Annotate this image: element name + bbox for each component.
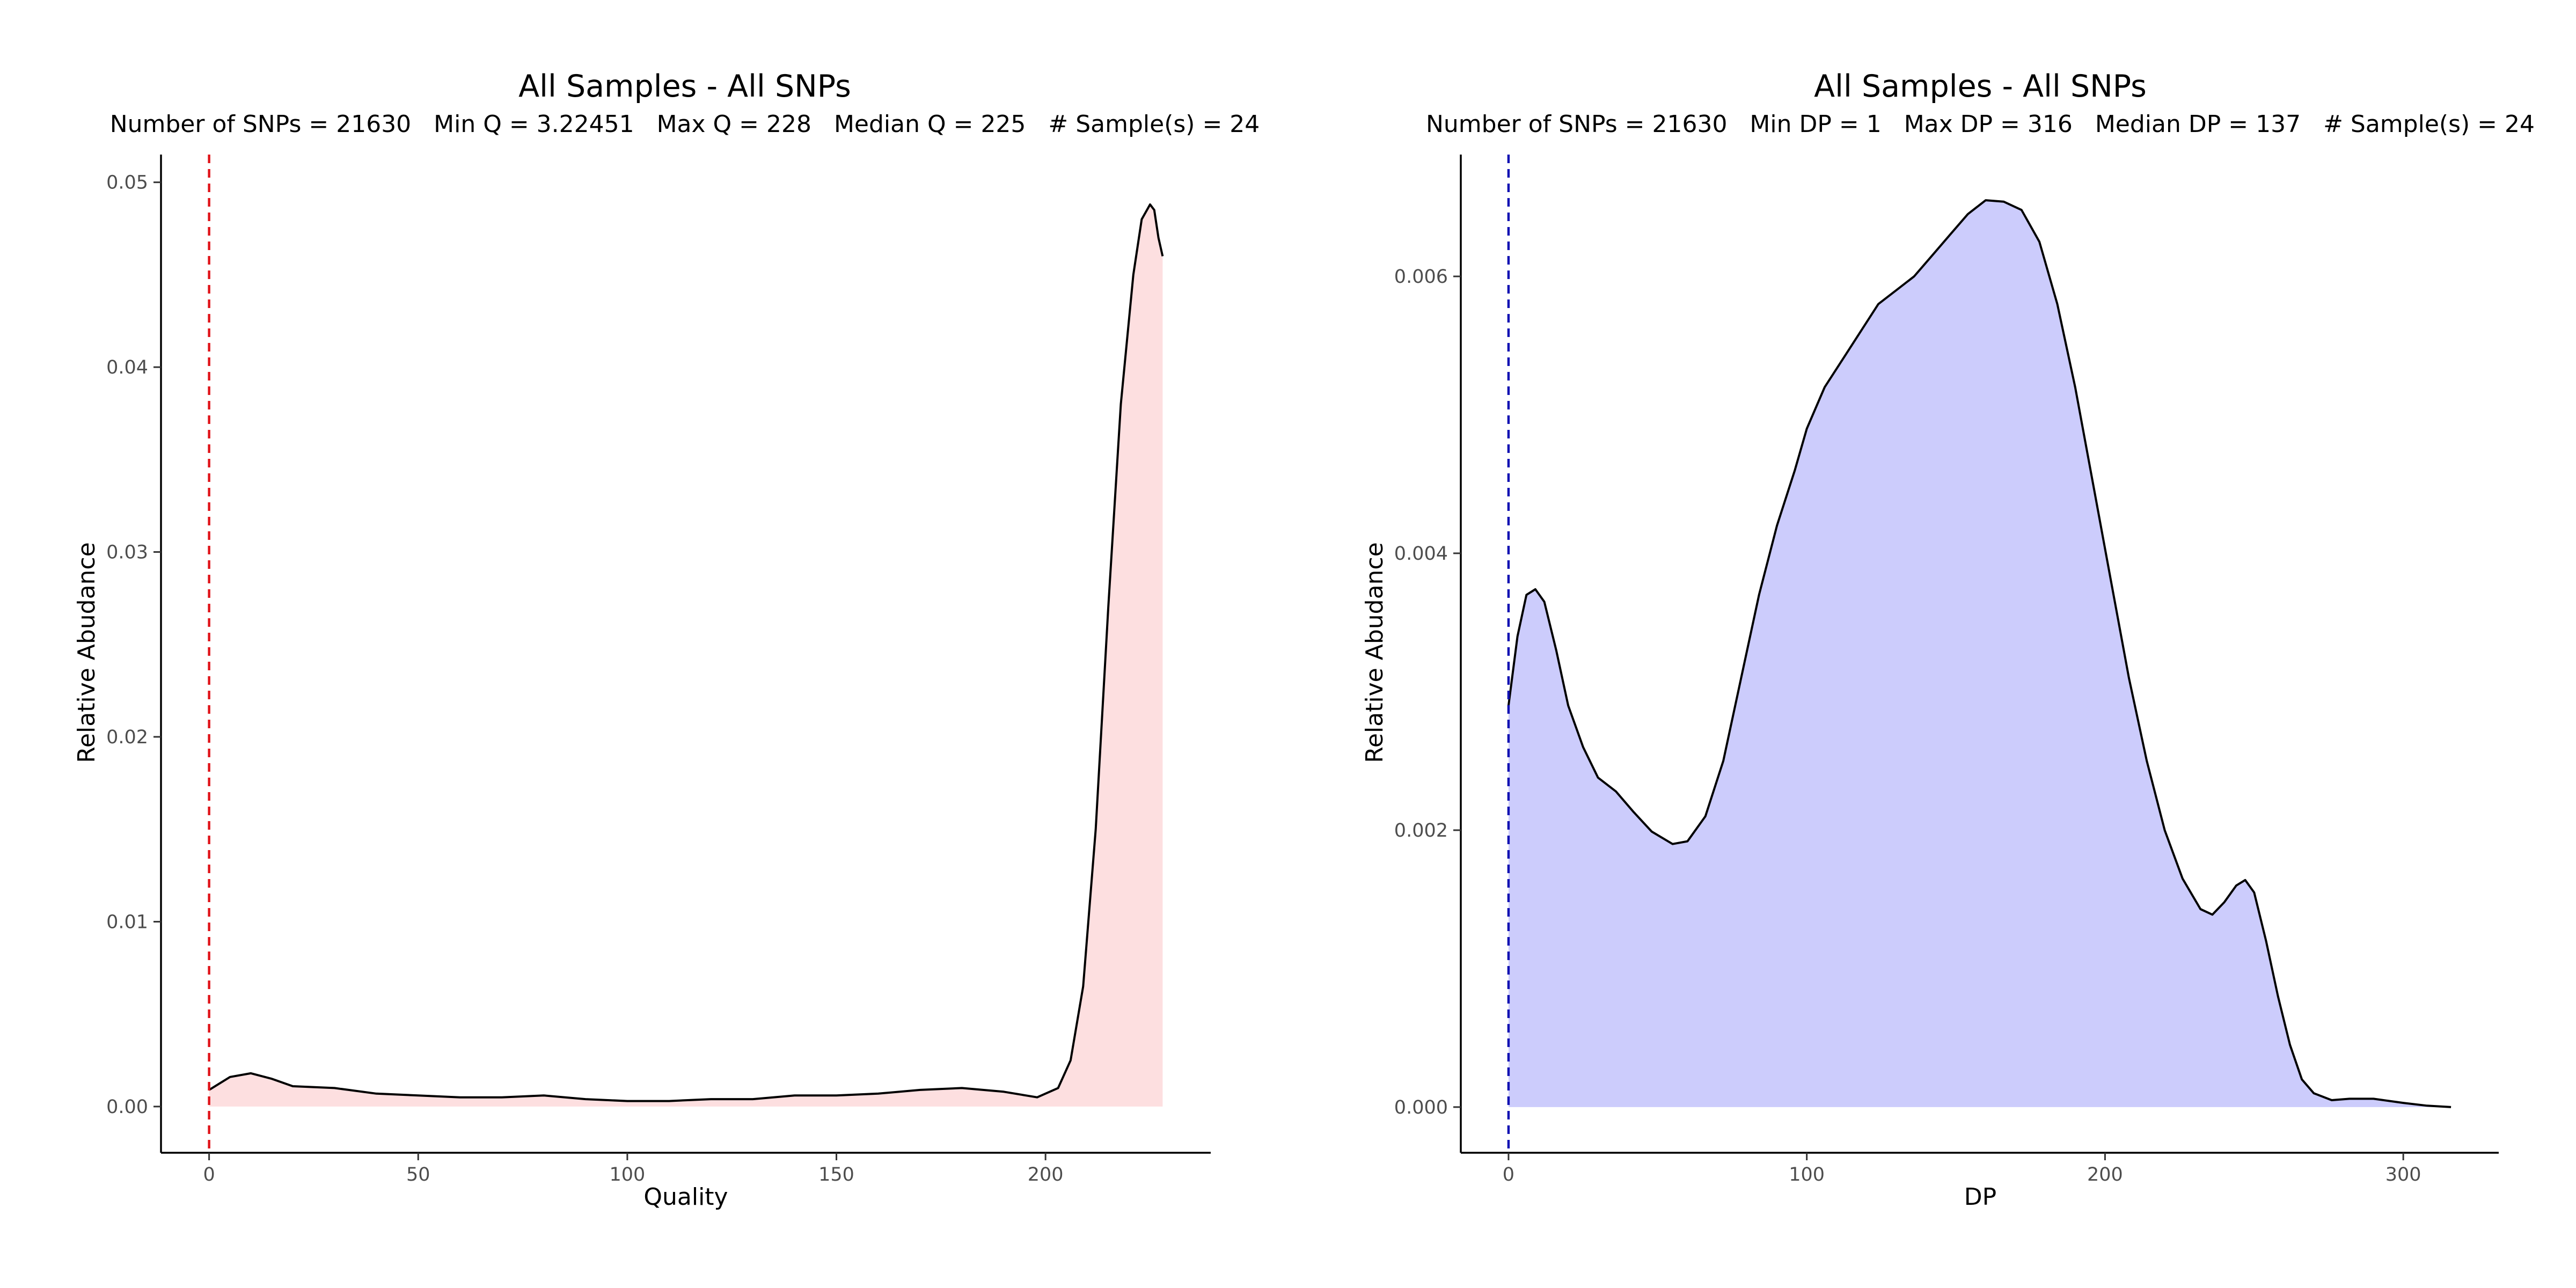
y-tick-label: 0.004: [1394, 543, 1448, 565]
y-tick-label: 0.002: [1394, 820, 1448, 841]
chart-subtitle: Number of SNPs = 21630 Min DP = 1 Max DP…: [1426, 111, 2535, 138]
y-tick-label: 0.000: [1394, 1097, 1448, 1118]
chart-title: All Samples - All SNPs: [518, 69, 851, 104]
y-tick-label: 0.02: [106, 727, 148, 748]
y-tick-label: 0.01: [106, 911, 148, 933]
plot-area: 0 50 100 150 200 0.00 0.01 0.02 0.03 0.04 0.05: [106, 155, 1211, 1185]
y-axis-title: Relative Abudance: [1361, 542, 1388, 763]
x-tick-label: 0: [1503, 1164, 1514, 1185]
x-tick-label: 200: [2087, 1164, 2123, 1185]
chart-subtitle: Number of SNPs = 21630 Min Q = 3.22451 M…: [110, 111, 1260, 138]
y-tick-label: 0.006: [1394, 266, 1448, 288]
x-tick-label: 100: [1789, 1164, 1825, 1185]
plot-area: 0 100 200 300 0.000 0.002 0.004 0.006: [1394, 155, 2499, 1185]
x-tick-label: 50: [406, 1164, 430, 1185]
y-tick-label: 0.04: [106, 357, 148, 378]
density-area: [209, 204, 1163, 1107]
y-tick-label: 0.00: [106, 1096, 148, 1118]
y-axis-title: Relative Abudance: [73, 542, 100, 763]
y-tick-label: 0.03: [106, 542, 148, 564]
x-tick-label: 100: [609, 1164, 645, 1185]
x-tick-label: 0: [203, 1164, 215, 1185]
density-line: [208, 203, 1164, 1102]
x-axis-title: Quality: [643, 1183, 728, 1211]
x-tick-label: 300: [2385, 1164, 2421, 1185]
density-area: [1508, 200, 2451, 1107]
depth-density-panel: All Samples - All SNPs Number of SNPs = …: [1361, 69, 2535, 1211]
chart-title: All Samples - All SNPs: [1814, 69, 2147, 104]
quality-density-panel: All Samples - All SNPs Number of SNPs = …: [73, 69, 1260, 1211]
x-tick-label: 150: [818, 1164, 854, 1185]
density-line: [1507, 199, 2451, 1108]
x-tick-label: 200: [1028, 1164, 1064, 1185]
x-axis-title: DP: [1964, 1183, 1996, 1211]
y-tick-label: 0.05: [106, 172, 148, 194]
